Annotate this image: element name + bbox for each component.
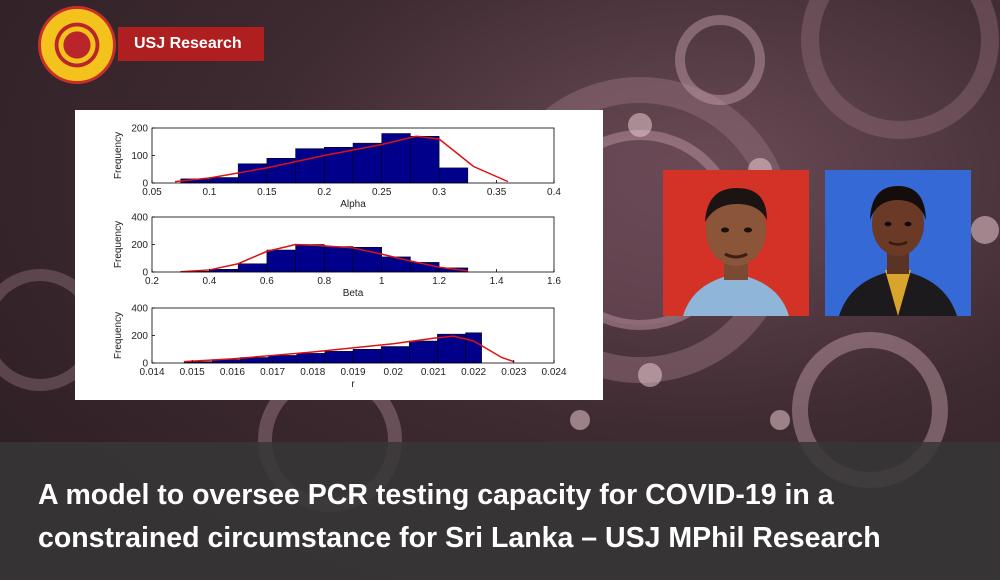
y-tick-label: 200 bbox=[131, 124, 148, 135]
x-axis-label: Beta bbox=[343, 288, 364, 299]
x-tick-label: 0.015 bbox=[180, 367, 205, 378]
histogram-bar bbox=[295, 148, 325, 184]
histogram-bar bbox=[380, 346, 410, 364]
histogram-bar bbox=[438, 167, 469, 184]
y-axis-label: Frequency bbox=[113, 312, 124, 359]
university-logo bbox=[38, 6, 116, 84]
histogram-bar bbox=[324, 246, 354, 273]
x-tick-label: 0.016 bbox=[220, 367, 245, 378]
y-tick-label: 400 bbox=[131, 213, 148, 224]
caption-band bbox=[0, 442, 1000, 580]
y-tick-label: 0 bbox=[142, 179, 148, 190]
logo-emblem bbox=[50, 18, 104, 72]
x-tick-label: 1 bbox=[379, 276, 385, 287]
histogram-bar bbox=[237, 163, 268, 184]
histogram-bar bbox=[266, 249, 296, 273]
x-tick-label: 0.25 bbox=[372, 187, 392, 198]
x-tick-label: 0.022 bbox=[461, 367, 486, 378]
x-tick-label: 0.024 bbox=[541, 367, 566, 378]
x-tick-label: 0.6 bbox=[260, 276, 274, 287]
x-tick-label: 0.3 bbox=[432, 187, 446, 198]
histogram-bar bbox=[237, 263, 268, 273]
x-tick-label: 0.35 bbox=[487, 187, 507, 198]
brand-tag: USJ Research bbox=[118, 27, 264, 61]
x-tick-label: 0.018 bbox=[300, 367, 325, 378]
y-axis-label: Frequency bbox=[113, 132, 124, 179]
y-tick-label: 0 bbox=[142, 359, 148, 370]
histogram-bar bbox=[352, 142, 382, 184]
y-tick-label: 200 bbox=[131, 240, 148, 251]
y-tick-label: 200 bbox=[131, 331, 148, 342]
x-tick-label: 0.019 bbox=[340, 367, 365, 378]
x-tick-label: 0.021 bbox=[421, 367, 446, 378]
x-tick-label: 0.1 bbox=[202, 187, 216, 198]
histogram-bar bbox=[352, 349, 382, 364]
histogram-bar bbox=[409, 340, 438, 364]
x-tick-label: 0.023 bbox=[501, 367, 526, 378]
histogram-bar bbox=[295, 244, 325, 273]
portrait-illustration bbox=[839, 186, 957, 316]
histogram-bar bbox=[465, 332, 482, 364]
x-tick-label: 1.4 bbox=[490, 276, 504, 287]
histogram-bar bbox=[296, 353, 326, 364]
x-tick-label: 0.8 bbox=[317, 276, 331, 287]
x-tick-label: 0.017 bbox=[260, 367, 285, 378]
researcher-photo-female bbox=[825, 170, 971, 316]
headline-line-1: A model to oversee PCR testing capacity … bbox=[38, 479, 834, 511]
y-tick-label: 400 bbox=[131, 304, 148, 315]
histogram-bar bbox=[381, 256, 411, 273]
x-axis-label: Alpha bbox=[340, 199, 366, 210]
x-tick-label: 0.2 bbox=[317, 187, 331, 198]
x-axis-label: r bbox=[351, 379, 355, 390]
headline-line-2: constrained circumstance for Sri Lanka –… bbox=[38, 522, 881, 554]
histogram-panel: 0.05 0.1 0.15 0.2 0.25 0.3 0.35 0.4 0 100 200 Alpha… bbox=[75, 110, 603, 400]
x-tick-label: 0.4 bbox=[547, 187, 561, 198]
y-axis-label: Frequency bbox=[113, 221, 124, 268]
x-tick-label: 0.15 bbox=[257, 187, 277, 198]
fit-curve bbox=[184, 335, 515, 363]
histogram-bar bbox=[410, 136, 440, 184]
y-tick-label: 100 bbox=[131, 151, 148, 162]
headline: A model to oversee PCR testing capacity … bbox=[38, 474, 968, 560]
histogram-bar bbox=[324, 351, 354, 364]
x-tick-label: 0.014 bbox=[139, 367, 164, 378]
researcher-photo-male bbox=[663, 170, 809, 316]
histogram-bar bbox=[209, 177, 239, 184]
portrait-illustration bbox=[683, 188, 789, 316]
y-tick-label: 0 bbox=[142, 268, 148, 279]
x-tick-label: 0.2 bbox=[145, 276, 159, 287]
histogram-figure: 0.05 0.1 0.15 0.2 0.25 0.3 0.35 0.40100200Alpha… bbox=[113, 124, 567, 391]
x-tick-label: 0.02 bbox=[383, 367, 403, 378]
x-tick-label: 0.4 bbox=[202, 276, 216, 287]
x-tick-label: 1.2 bbox=[432, 276, 446, 287]
x-tick-label: 1.6 bbox=[547, 276, 561, 287]
x-tick-label: 0.05 bbox=[142, 187, 162, 198]
fit-curve bbox=[180, 243, 468, 273]
fit-curve bbox=[174, 135, 509, 183]
